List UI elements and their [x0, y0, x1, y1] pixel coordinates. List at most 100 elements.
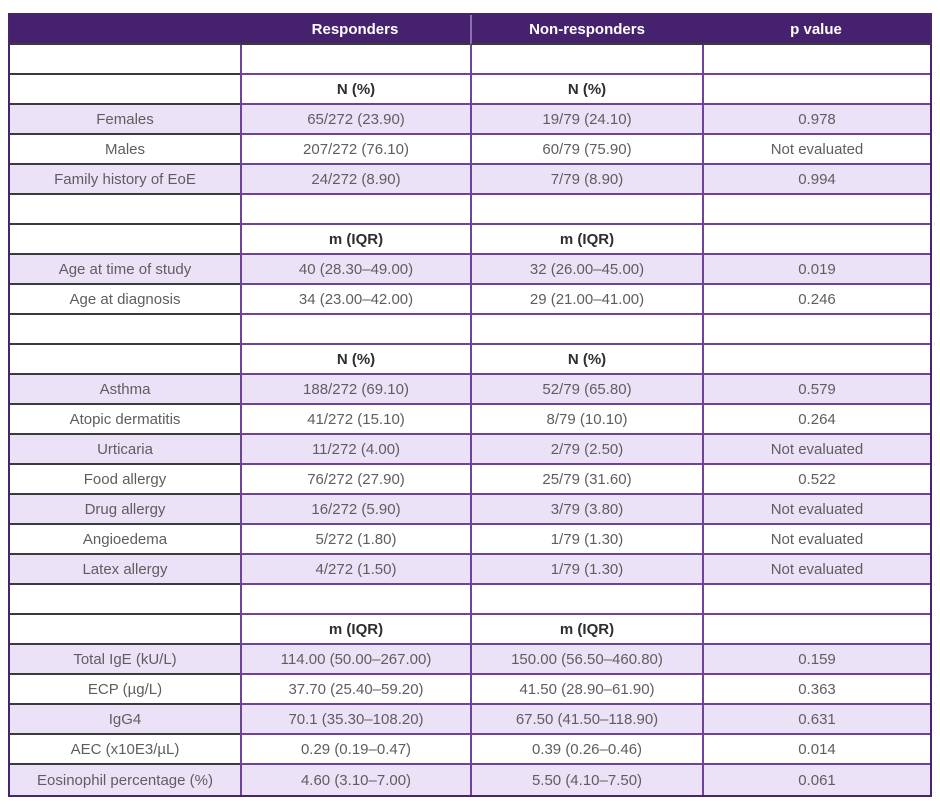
p-value-cell: 0.014 — [702, 735, 930, 765]
non-responders-cell — [470, 195, 702, 225]
table-row: Age at time of study 40 (28.30–49.00) 32… — [10, 255, 930, 285]
row-label-cell: Females — [10, 105, 240, 135]
row-label-cell — [10, 225, 240, 255]
p-value-cell — [702, 345, 930, 375]
row-label-cell — [10, 45, 240, 75]
p-value-cell: 0.246 — [702, 285, 930, 315]
responders-cell: 40 (28.30–49.00) — [240, 255, 470, 285]
non-responders-cell: 29 (21.00–41.00) — [470, 285, 702, 315]
row-label-cell — [10, 195, 240, 225]
responders-cell: 207/272 (76.10) — [240, 135, 470, 165]
responders-cell: 4/272 (1.50) — [240, 555, 470, 585]
row-label-cell — [10, 345, 240, 375]
row-label-cell: Age at diagnosis — [10, 285, 240, 315]
non-responders-cell — [470, 45, 702, 75]
p-value-cell: 0.522 — [702, 465, 930, 495]
row-label-cell: Age at time of study — [10, 255, 240, 285]
p-value-cell: 0.159 — [702, 645, 930, 675]
row-label-cell: Eosinophil percentage (%) — [10, 765, 240, 795]
responders-cell: 0.29 (0.19–0.47) — [240, 735, 470, 765]
p-value-cell: Not evaluated — [702, 525, 930, 555]
header-empty-cell — [10, 15, 240, 45]
row-label-cell — [10, 315, 240, 345]
row-label-cell: Total IgE (kU/L) — [10, 645, 240, 675]
table-row — [10, 195, 930, 225]
non-responders-cell: 1/79 (1.30) — [470, 555, 702, 585]
non-responders-cell: 1/79 (1.30) — [470, 525, 702, 555]
p-value-cell: 0.019 — [702, 255, 930, 285]
row-label-cell: ECP (µg/L) — [10, 675, 240, 705]
row-label-cell: Angioedema — [10, 525, 240, 555]
non-responders-cell: m (IQR) — [470, 225, 702, 255]
non-responders-cell: 41.50 (28.90–61.90) — [470, 675, 702, 705]
p-value-cell: Not evaluated — [702, 135, 930, 165]
non-responders-cell: 60/79 (75.90) — [470, 135, 702, 165]
table-row: Eosinophil percentage (%) 4.60 (3.10–7.0… — [10, 765, 930, 795]
responders-cell: 76/272 (27.90) — [240, 465, 470, 495]
row-label-cell: Latex allergy — [10, 555, 240, 585]
table-row: Urticaria 11/272 (4.00) 2/79 (2.50) Not … — [10, 435, 930, 465]
responders-cell: 188/272 (69.10) — [240, 375, 470, 405]
table-row: Latex allergy 4/272 (1.50) 1/79 (1.30) N… — [10, 555, 930, 585]
responders-cell: m (IQR) — [240, 615, 470, 645]
non-responders-cell: N (%) — [470, 345, 702, 375]
p-value-cell — [702, 315, 930, 345]
p-value-cell — [702, 45, 930, 75]
responders-cell: 65/272 (23.90) — [240, 105, 470, 135]
responders-cell: 16/272 (5.90) — [240, 495, 470, 525]
table-row: N (%) N (%) — [10, 75, 930, 105]
p-value-cell — [702, 585, 930, 615]
table-row: Atopic dermatitis 41/272 (15.10) 8/79 (1… — [10, 405, 930, 435]
p-value-cell: 0.579 — [702, 375, 930, 405]
non-responders-cell: m (IQR) — [470, 615, 702, 645]
table-row: m (IQR) m (IQR) — [10, 615, 930, 645]
responders-cell: 11/272 (4.00) — [240, 435, 470, 465]
responders-cell: 37.70 (25.40–59.20) — [240, 675, 470, 705]
responders-cell — [240, 195, 470, 225]
table-row: Males 207/272 (76.10) 60/79 (75.90) Not … — [10, 135, 930, 165]
non-responders-cell: N (%) — [470, 75, 702, 105]
non-responders-cell — [470, 315, 702, 345]
table-row — [10, 585, 930, 615]
table-row: Angioedema 5/272 (1.80) 1/79 (1.30) Not … — [10, 525, 930, 555]
table-row — [10, 315, 930, 345]
responders-comparison-table: Responders Non-responders p value N (%) … — [8, 13, 932, 797]
row-label-cell: Asthma — [10, 375, 240, 405]
row-label-cell: Urticaria — [10, 435, 240, 465]
table-row: AEC (x10E3/µL) 0.29 (0.19–0.47) 0.39 (0.… — [10, 735, 930, 765]
header-responders: Responders — [240, 15, 470, 45]
p-value-cell: Not evaluated — [702, 435, 930, 465]
responders-cell: 5/272 (1.80) — [240, 525, 470, 555]
table-row: Asthma 188/272 (69.10) 52/79 (65.80) 0.5… — [10, 375, 930, 405]
p-value-cell: 0.264 — [702, 405, 930, 435]
non-responders-cell: 2/79 (2.50) — [470, 435, 702, 465]
table-row: IgG4 70.1 (35.30–108.20) 67.50 (41.50–11… — [10, 705, 930, 735]
table-row: m (IQR) m (IQR) — [10, 225, 930, 255]
p-value-cell: 0.631 — [702, 705, 930, 735]
table-row: Drug allergy 16/272 (5.90) 3/79 (3.80) N… — [10, 495, 930, 525]
table-row: N (%) N (%) — [10, 345, 930, 375]
p-value-cell: Not evaluated — [702, 555, 930, 585]
row-label-cell: IgG4 — [10, 705, 240, 735]
responders-cell — [240, 585, 470, 615]
p-value-cell: 0.061 — [702, 765, 930, 795]
row-label-cell — [10, 75, 240, 105]
table-row — [10, 45, 930, 75]
responders-cell: 24/272 (8.90) — [240, 165, 470, 195]
row-label-cell — [10, 585, 240, 615]
p-value-cell — [702, 615, 930, 645]
row-label-cell: Drug allergy — [10, 495, 240, 525]
non-responders-cell: 3/79 (3.80) — [470, 495, 702, 525]
p-value-cell — [702, 225, 930, 255]
p-value-cell: 0.363 — [702, 675, 930, 705]
responders-cell: 4.60 (3.10–7.00) — [240, 765, 470, 795]
responders-cell: 34 (23.00–42.00) — [240, 285, 470, 315]
row-label-cell: Food allergy — [10, 465, 240, 495]
non-responders-cell: 52/79 (65.80) — [470, 375, 702, 405]
non-responders-cell: 67.50 (41.50–118.90) — [470, 705, 702, 735]
responders-cell: 41/272 (15.10) — [240, 405, 470, 435]
row-label-cell: Males — [10, 135, 240, 165]
non-responders-cell: 8/79 (10.10) — [470, 405, 702, 435]
row-label-cell: Atopic dermatitis — [10, 405, 240, 435]
